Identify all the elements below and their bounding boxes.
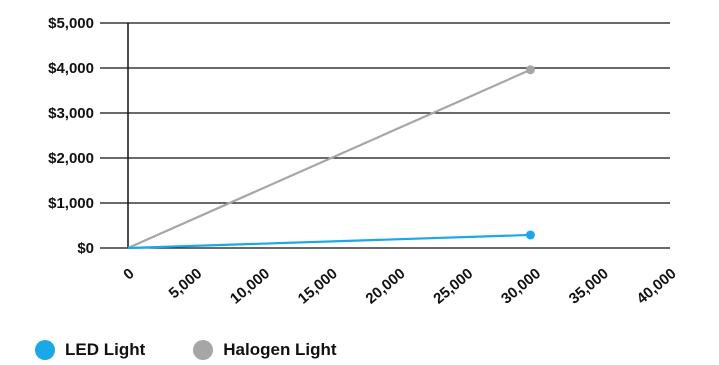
y-tick-label: $5,000 [48,15,94,32]
series-line-0 [127,233,531,250]
legend-label-halogen: Halogen Light [223,340,337,359]
y-axis-tick-labels: $0 $1,000 $2,000 $3,000 $4,000 $5,000 [48,15,94,257]
x-axis-tick-labels: 0 5,000 10,000 15,000 20,000 25,000 30,000 35,0… [120,265,679,308]
x-tick-label: 10,000 [227,265,273,308]
x-tick-label: 40,000 [633,265,679,308]
y-tick-label: $0 [77,240,94,257]
x-tick-label: 15,000 [295,265,341,308]
legend: LED Light Halogen Light [35,340,385,360]
series-point-1 [525,65,535,75]
line-chart: $0 $1,000 $2,000 $3,000 $4,000 $5,000 0 5,000 1… [48,15,679,308]
x-tick-label: 20,000 [362,265,408,308]
x-tick-label: 5,000 [166,265,206,302]
series-line-1 [127,68,531,250]
x-tick-label: 35,000 [566,265,612,308]
legend-item-halogen: Halogen Light [193,340,337,360]
y-tick-label: $4,000 [48,60,94,77]
y-tick-label: $1,000 [48,195,94,212]
legend-swatch-halogen [193,340,214,360]
series-point-0 [525,230,535,240]
x-tick-label: 25,000 [430,265,476,308]
legend-swatch-led [35,340,55,360]
legend-item-led: LED Light [35,340,145,360]
x-tick-label: 0 [120,265,137,283]
legend-label-led: LED Light [65,340,146,359]
x-tick-label: 30,000 [498,265,544,308]
y-tick-label: $2,000 [48,150,94,167]
series-group [127,65,535,250]
y-tick-label: $3,000 [48,105,94,122]
gridlines [100,22,670,249]
